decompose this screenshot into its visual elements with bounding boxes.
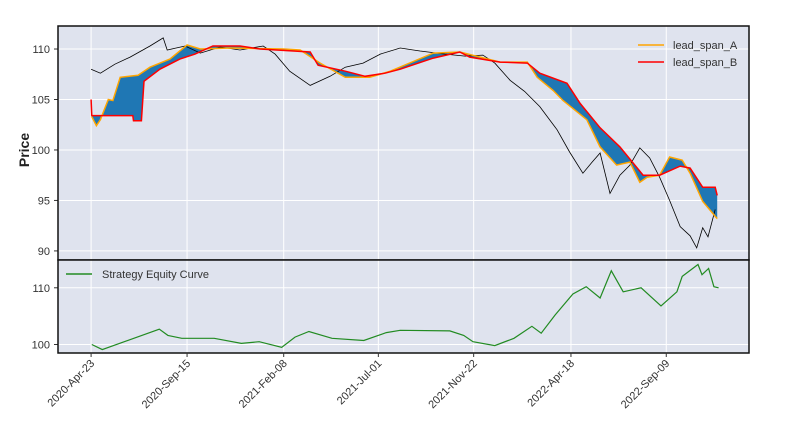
legend-label: lead_span_B	[673, 57, 737, 69]
lead-span-b-line	[90, 45, 718, 196]
x-tick-label: 2021-Feb-08	[237, 358, 290, 411]
legend-label: lead_span_A	[673, 40, 738, 52]
x-tick-label: 2022-Sep-09	[619, 358, 672, 411]
y-tick-label: 110	[32, 44, 50, 56]
cloud-fill	[91, 45, 718, 219]
lead-span-a-line	[91, 44, 718, 220]
legend-label: Strategy Equity Curve	[102, 269, 209, 281]
y-tick-label: 95	[38, 195, 50, 207]
plot-background	[58, 26, 749, 260]
x-tick-label: 2020-Apr-23	[45, 358, 97, 410]
price-panel: 90 95 100 105 110 lead_span_A lead_span_B	[32, 25, 750, 261]
x-tick-label: 2022-Apr-18	[525, 358, 577, 410]
y-axis-label: Price	[16, 133, 32, 167]
x-tick-label: 2021-Jul-01	[335, 358, 385, 408]
y-tick-label: 100	[32, 339, 50, 351]
y-tick-label: 110	[32, 283, 50, 295]
x-tick-label: 2020-Sep-15	[140, 358, 193, 411]
equity-curve-line	[91, 263, 719, 351]
x-tick-label: 2021-Nov-22	[426, 358, 479, 411]
y-tick-label: 105	[32, 94, 50, 106]
panel-frame	[57, 259, 750, 354]
equity-panel: 100 110 Strategy Equity Curve	[32, 259, 750, 354]
y-tick-label: 90	[38, 246, 50, 258]
plot-background	[58, 260, 749, 353]
y-tick-label: 100	[32, 145, 50, 157]
x-axis: 2020-Apr-23 2020-Sep-15 2021-Feb-08 2021-Ju…	[45, 353, 672, 411]
